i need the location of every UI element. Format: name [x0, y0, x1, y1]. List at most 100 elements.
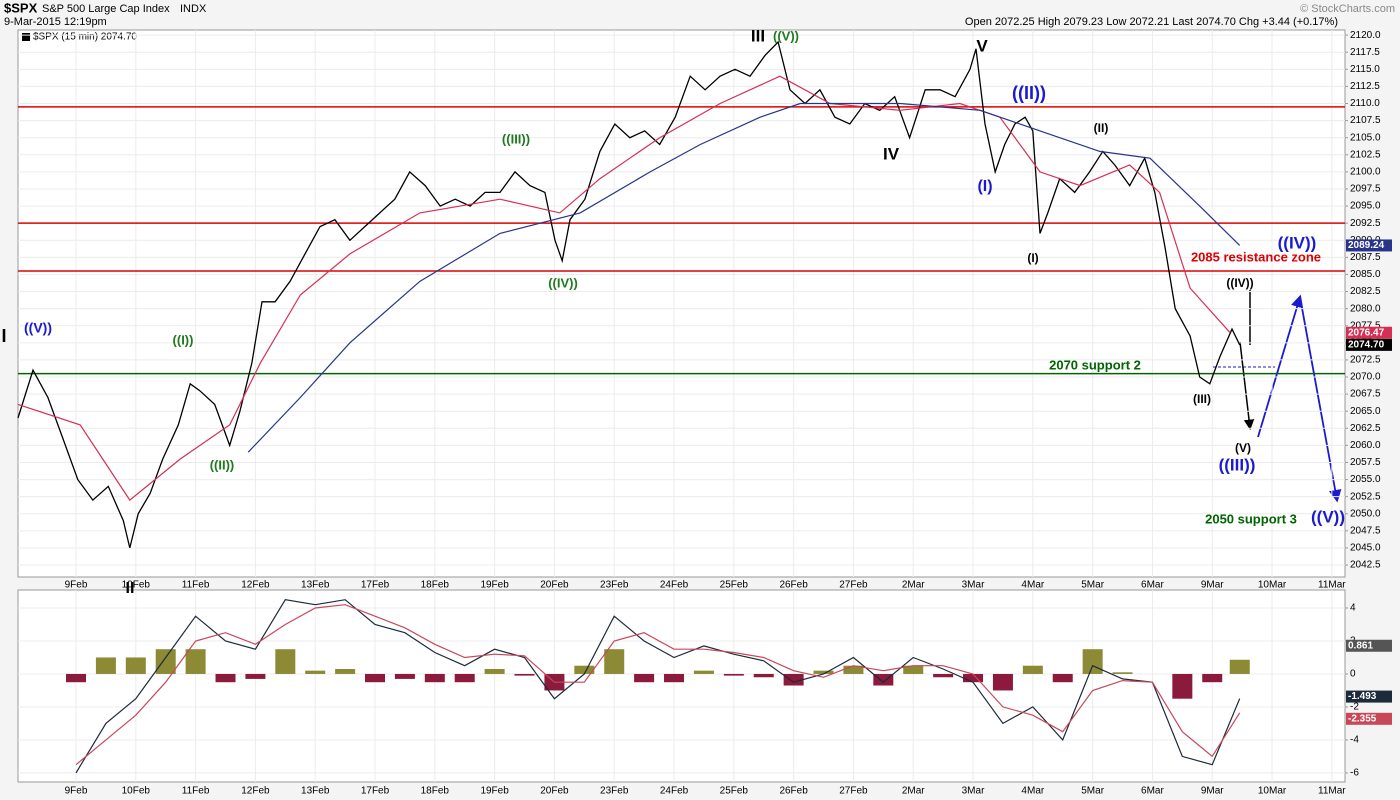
value-badge-label: -1.493 — [1348, 691, 1377, 702]
annotation: II — [126, 580, 135, 597]
histogram-bar — [1052, 673, 1073, 683]
histogram-bar — [1172, 673, 1193, 699]
legend-swatch — [22, 33, 30, 41]
histogram-bar — [125, 657, 146, 674]
annotation: ((V)) — [24, 320, 52, 336]
histogram-bar — [245, 673, 266, 679]
x-tick-label: 3Mar — [962, 580, 985, 591]
y-tick-label: -4 — [1350, 735, 1359, 746]
value-badge — [1346, 338, 1392, 351]
annotation: ((IV)) — [548, 275, 578, 290]
x-tick-label: 20Feb — [540, 786, 569, 797]
y-tick-label: 2095.0 — [1350, 201, 1381, 212]
annotation: 2070 support 2 — [1049, 357, 1141, 372]
histogram-bar — [215, 673, 236, 683]
y-tick-label: 2107.5 — [1350, 115, 1381, 126]
x-tick-label: 27Feb — [839, 580, 868, 591]
credit: © StockCharts.com — [1300, 3, 1395, 15]
histogram-bar — [185, 649, 206, 674]
histogram-bar — [454, 673, 475, 683]
histogram-bar — [424, 673, 445, 683]
annotation: I — [1, 326, 6, 346]
y-tick-label: 2060.0 — [1350, 440, 1381, 451]
y-tick-label: 2052.5 — [1350, 491, 1381, 502]
annotation: V — [976, 36, 988, 55]
y-tick-label: 2115.0 — [1350, 64, 1380, 75]
x-tick-label: 11Feb — [182, 580, 210, 591]
annotation: ((I)) — [173, 332, 194, 347]
x-tick-label: 24Feb — [660, 786, 689, 797]
annotation: ((IV)) — [1226, 276, 1253, 290]
histogram-bar — [992, 673, 1013, 691]
x-tick-label: 10Mar — [1258, 786, 1287, 797]
y-tick-label: 2082.5 — [1350, 286, 1381, 297]
x-tick-label: 12Feb — [241, 580, 270, 591]
y-tick-label: 2097.5 — [1350, 184, 1381, 195]
histogram-bar — [365, 673, 386, 683]
histogram-bar — [95, 657, 116, 674]
series-line — [247, 102, 1241, 453]
histogram-bar — [753, 673, 774, 678]
x-tick-label: 6Mar — [1141, 786, 1164, 797]
histogram-bar — [305, 670, 326, 674]
x-tick-label: 11Mar — [1318, 786, 1346, 797]
panel-layer: 9Feb 10Feb 11Feb 12Feb 13Feb 17Feb 18Feb 19Feb 2… — [18, 590, 1359, 797]
annotation: IV — [883, 144, 900, 163]
y-tick-label: 2080.0 — [1350, 303, 1381, 314]
y-tick-label: 2070.0 — [1350, 372, 1381, 383]
price-panel — [17, 29, 1346, 578]
annotation: (III) — [1193, 392, 1211, 406]
annotation: 2085 resistance zone — [1191, 249, 1321, 264]
x-tick-label: 11Feb — [182, 786, 210, 797]
y-tick-label: 2045.0 — [1350, 543, 1381, 554]
panel-layer: 9Feb 10Feb 11Feb 12Feb 13Feb 17Feb 18Feb 19Feb 2… — [1, 26, 1381, 597]
value-badge-label: -2.355 — [1348, 713, 1377, 724]
y-tick-label: 2047.5 — [1350, 525, 1381, 536]
value-badge-label: 2089.24 — [1348, 240, 1385, 251]
x-tick-label: 9Feb — [65, 580, 88, 591]
histogram-bar — [335, 669, 356, 674]
x-tick-label: 4Mar — [1021, 580, 1044, 591]
x-tick-label: 5Mar — [1081, 786, 1104, 797]
y-tick-label: 2042.5 — [1350, 560, 1381, 571]
series-line — [75, 604, 1241, 766]
legend-entry: $SPX (15 min) 2074.70 — [33, 32, 137, 43]
value-badge-label: 2076.47 — [1348, 327, 1385, 338]
exchange: INDX — [180, 3, 207, 15]
histogram-bar — [1082, 649, 1103, 674]
histogram-bar — [813, 670, 834, 674]
histogram-bar — [514, 673, 535, 676]
histogram-bar — [484, 669, 505, 674]
y-tick-label: 2062.5 — [1350, 423, 1381, 434]
histogram-bar — [843, 665, 864, 674]
y-tick-label: 2092.5 — [1350, 218, 1381, 229]
x-tick-label: 3Mar — [962, 786, 985, 797]
value-badge — [1346, 326, 1392, 339]
macd-panel — [17, 589, 1346, 783]
x-tick-label: 18Feb — [421, 580, 450, 591]
x-tick-label: 6Mar — [1141, 580, 1164, 591]
x-tick-label: 17Feb — [361, 580, 390, 591]
annotation: (V) — [1235, 441, 1251, 455]
annotation: ((III)) — [502, 131, 530, 146]
y-tick-label: 4 — [1350, 603, 1356, 614]
annotation: ((IV)) — [1278, 233, 1317, 252]
timestamp: 9-Mar-2015 12:19pm — [4, 16, 107, 28]
index-name: S&P 500 Large Cap Index — [42, 3, 170, 15]
y-tick-label: 2112.5 — [1350, 81, 1380, 92]
y-tick-label: 2085.0 — [1350, 269, 1381, 280]
histogram-bar — [275, 649, 296, 674]
y-tick-label: 2117.5 — [1350, 47, 1380, 58]
x-tick-label: 2Mar — [902, 786, 925, 797]
x-tick-label: 23Feb — [600, 580, 629, 591]
series-line — [17, 75, 1231, 501]
histogram-bar — [394, 673, 415, 679]
projection-arrow — [1239, 341, 1255, 431]
histogram-bar — [1202, 673, 1223, 683]
x-tick-label: 19Feb — [480, 580, 509, 591]
x-tick-label: 12Feb — [241, 786, 270, 797]
annotation: ((V)) — [773, 28, 799, 43]
value-badge — [1346, 239, 1392, 252]
x-tick-label: 24Feb — [660, 580, 689, 591]
